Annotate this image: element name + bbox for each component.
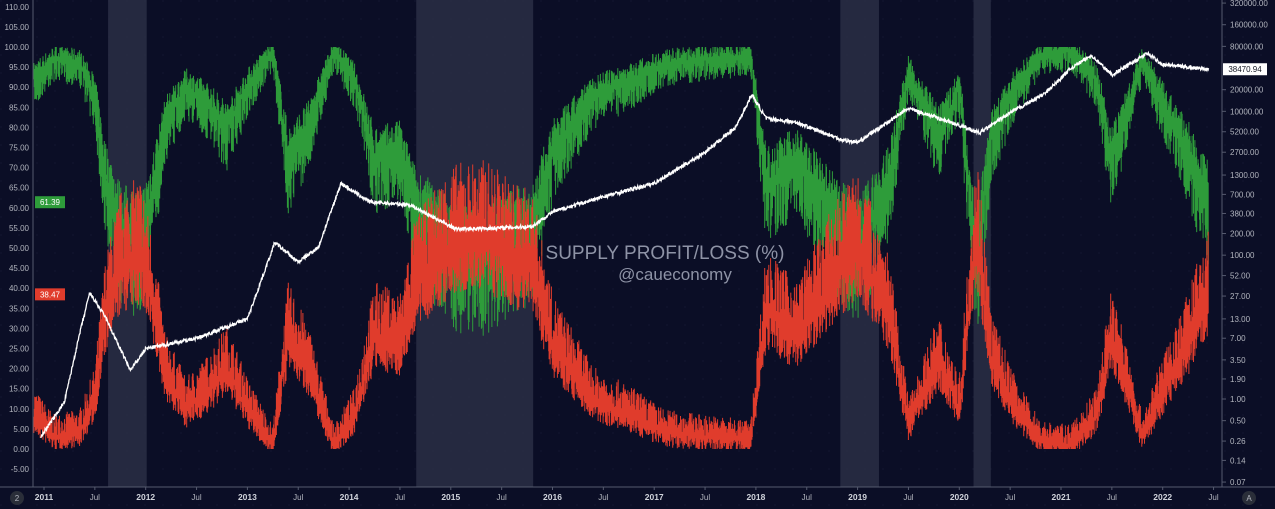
left-axis-tick: 100.00 xyxy=(5,43,30,52)
x-axis-tick: Jul xyxy=(497,493,507,502)
left-axis-tick: 15.00 xyxy=(9,385,30,394)
left-axis-tick: 5.00 xyxy=(13,425,29,434)
right-axis-tick: 7.00 xyxy=(1230,334,1246,343)
x-axis-tick: Jul xyxy=(293,493,303,502)
loss-last-value-badge-bg xyxy=(35,288,65,301)
watermark-title: SUPPLY PROFIT/LOSS (%) xyxy=(546,243,785,264)
price-series-line xyxy=(40,50,1210,439)
x-axis-tick: 2011 xyxy=(35,492,54,502)
right-axis-tick: 320000.00 xyxy=(1230,0,1268,8)
right-axis-tick: 1.90 xyxy=(1230,375,1246,384)
right-axis-tick: 0.07 xyxy=(1230,478,1246,487)
left-axis-tick: 40.00 xyxy=(9,284,30,293)
left-axis-tick: 105.00 xyxy=(5,23,30,32)
left-axis-tick: 20.00 xyxy=(9,365,30,374)
x-axis-tick: 2017 xyxy=(645,492,664,502)
x-axis-tick: 2020 xyxy=(950,492,969,502)
x-axis-tick: 2019 xyxy=(848,492,867,502)
x-axis-tick: 2016 xyxy=(543,492,562,502)
x-axis-tick: 2021 xyxy=(1052,492,1071,502)
left-axis-tick: 75.00 xyxy=(9,144,30,153)
right-axis-tick: 100.00 xyxy=(1230,251,1255,260)
right-axis-tick: 160000.00 xyxy=(1230,21,1268,30)
watermark-author: @caueconomy xyxy=(618,265,732,284)
price-last-value-badge: 38470.94 xyxy=(1228,65,1262,74)
right-axis-tick: 5200.00 xyxy=(1230,128,1259,137)
x-axis-tick: 2015 xyxy=(441,492,460,502)
right-axis-tick: 0.14 xyxy=(1230,456,1246,465)
right-axis-tick: 700.00 xyxy=(1230,190,1255,199)
x-axis-tick: Jul xyxy=(903,493,913,502)
profit-last-value-badge-bg xyxy=(35,196,65,209)
x-axis-tick: Jul xyxy=(395,493,405,502)
price-last-value-badge-bg xyxy=(1223,63,1267,76)
left-axis-tick: 30.00 xyxy=(9,324,30,333)
x-axis-tick: Jul xyxy=(700,493,710,502)
right-axis-tick: 380.00 xyxy=(1230,209,1255,218)
left-axis-tick: 25.00 xyxy=(9,345,30,354)
right-axis-tick: 0.50 xyxy=(1230,417,1246,426)
left-axis-tick: 50.00 xyxy=(9,244,30,253)
right-axis-tick: 200.00 xyxy=(1230,230,1255,239)
x-axis-tick: Jul xyxy=(598,493,608,502)
x-axis-tick: 2014 xyxy=(340,492,359,502)
x-axis-tick: Jul xyxy=(1208,493,1218,502)
left-axis-tick: 80.00 xyxy=(9,123,30,132)
right-axis-tick: 2700.00 xyxy=(1230,148,1259,157)
right-axis-tick: 13.00 xyxy=(1230,315,1251,324)
auto-scale-button[interactable]: A xyxy=(1242,491,1256,505)
profit-last-value-badge: 61.39 xyxy=(40,198,61,207)
left-scale-button[interactable]: 2 xyxy=(10,491,24,505)
x-axis-tick: 2018 xyxy=(746,492,765,502)
loss-last-value-badge: 38.47 xyxy=(40,290,61,299)
x-axis-tick: 2012 xyxy=(136,492,155,502)
left-axis-tick: 95.00 xyxy=(9,63,30,72)
right-axis-tick: 1.00 xyxy=(1230,395,1246,404)
right-axis-tick: 20000.00 xyxy=(1230,86,1264,95)
left-axis-tick: 10.00 xyxy=(9,405,30,414)
left-axis-tick: 45.00 xyxy=(9,264,30,273)
x-axis-tick: Jul xyxy=(191,493,201,502)
right-axis-tick: 52.00 xyxy=(1230,272,1251,281)
left-axis-tick: 0.00 xyxy=(13,445,29,454)
left-scale-label: 2 xyxy=(15,494,20,503)
left-axis-tick: 60.00 xyxy=(9,204,30,213)
left-axis-tick: 65.00 xyxy=(9,184,30,193)
left-axis-tick: 110.00 xyxy=(5,3,29,12)
x-axis-tick: Jul xyxy=(1107,493,1117,502)
right-axis-tick: 1300.00 xyxy=(1230,171,1259,180)
x-axis-tick: Jul xyxy=(90,493,100,502)
right-axis-tick: 3.50 xyxy=(1230,356,1246,365)
x-axis-tick: Jul xyxy=(802,493,812,502)
x-axis-tick: 2022 xyxy=(1153,492,1172,502)
left-axis-tick: 55.00 xyxy=(9,224,30,233)
right-axis-tick: 0.26 xyxy=(1230,437,1246,446)
left-axis-tick: 90.00 xyxy=(9,83,30,92)
right-axis-tick: 80000.00 xyxy=(1230,42,1264,51)
x-axis-tick: 2013 xyxy=(238,492,257,502)
left-axis-tick: 85.00 xyxy=(9,103,30,112)
left-axis-tick: 70.00 xyxy=(9,164,30,173)
right-axis-tick: 27.00 xyxy=(1230,292,1251,301)
left-axis-tick: 35.00 xyxy=(9,304,30,313)
right-axis-tick: 10000.00 xyxy=(1230,107,1264,116)
left-axis-tick: -5.00 xyxy=(11,465,30,474)
auto-scale-label: A xyxy=(1246,494,1252,503)
loss-series-line xyxy=(33,160,1209,449)
x-axis-tick: Jul xyxy=(1005,493,1015,502)
